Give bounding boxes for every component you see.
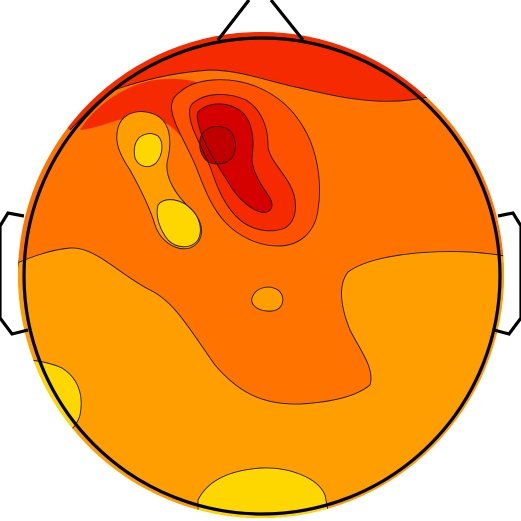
contour-line-l <box>197 467 331 518</box>
contour-line-d <box>116 111 202 250</box>
head-outline <box>22 36 502 516</box>
contour-lines <box>18 64 504 518</box>
contour-region-yellow-left-arm <box>157 199 201 247</box>
left-ear-outline <box>0 211 29 336</box>
contour-region-center-blob <box>251 287 283 312</box>
contour-line-g <box>196 103 273 213</box>
nose-outline <box>216 0 305 41</box>
contour-line-j <box>156 199 201 248</box>
contour-region-hotspot-core <box>199 126 236 164</box>
contour-line-e <box>171 79 320 247</box>
right-ear-outline <box>493 211 521 336</box>
contour-line-m <box>18 247 19 276</box>
contour-region-yellow-bottom <box>195 467 330 518</box>
contour-line-i <box>133 133 163 168</box>
contour-line-h <box>199 126 236 165</box>
contour-line-f <box>188 94 296 232</box>
contour-region-yellow-left-spot <box>134 133 162 167</box>
contour-region-left-edge-spot <box>18 247 19 275</box>
contour-line-c <box>251 286 284 312</box>
contour-region-lower-left <box>18 247 504 518</box>
contour-line-b <box>18 247 504 405</box>
